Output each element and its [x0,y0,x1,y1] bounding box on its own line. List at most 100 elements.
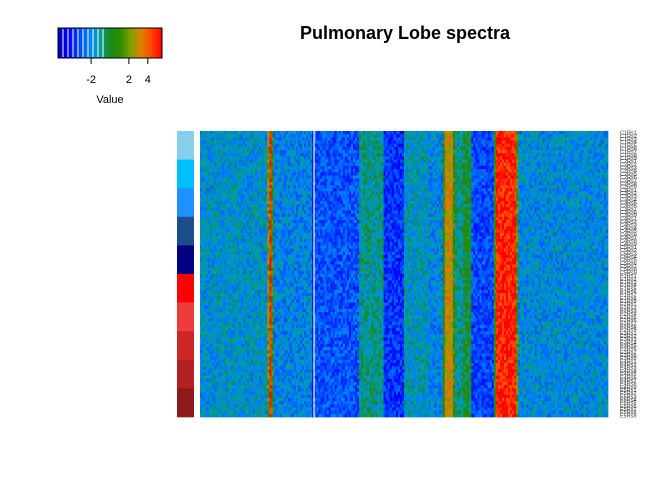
heatmap-cell [371,188,374,192]
heatmap-cell [442,137,446,141]
heatmap-cell [344,185,348,189]
heatmap-cell [557,197,560,202]
heatmap-cell [379,134,382,138]
heatmap-cell [218,200,221,205]
heatmap-cell [422,181,425,186]
heatmap-cell [324,156,327,160]
heatmap-cell [404,140,407,145]
heatmap-cell [342,162,346,167]
heatmap-cell [424,185,427,189]
heatmap-cell [316,200,319,205]
heatmap-cell [499,178,503,183]
heatmap-cell [452,134,456,138]
heatmap-cell [320,156,323,160]
heatmap-cell [383,156,386,160]
heatmap-cell [326,150,329,154]
heatmap-cell [312,159,315,164]
heatmap-cell [603,181,607,186]
heatmap-cell [306,137,309,141]
heatmap-cell [371,207,374,211]
heatmap-cell [591,137,595,141]
heatmap-cell [336,185,340,189]
heatmap-cell [563,146,566,151]
heatmap-cell [277,181,280,186]
heatmap-cell [334,159,338,164]
heatmap-cell [450,131,454,135]
heatmap-cell [200,140,203,145]
heatmap-cell [287,150,291,154]
heatmap-cell [302,188,305,192]
heatmap-cell [312,207,315,211]
heatmap-cell [353,140,356,145]
heatmap-cell [512,156,515,160]
heatmap-cell [481,165,484,170]
heatmap-cell [344,153,348,157]
heatmap-cell [324,197,327,202]
heatmap-cell [226,162,229,167]
heatmap-cell [544,165,548,170]
heatmap-cell [367,169,370,173]
heatmap-cell [234,140,238,145]
heatmap-cell [208,175,211,180]
heatmap-cell [361,137,364,141]
heatmap-cell [200,191,203,195]
heatmap-cell [246,204,250,208]
heatmap-cell [573,188,576,192]
heatmap-cell [246,194,250,199]
heatmap-cell [393,175,397,180]
heatmap-cell [605,156,609,160]
heatmap-cell [467,169,470,173]
heatmap-cell [520,153,523,157]
heatmap-cell [538,188,542,192]
heatmap-cell [344,188,348,192]
heatmap-cell [318,188,321,192]
heatmap-cell [279,185,282,189]
heatmap-cell [202,140,205,145]
heatmap-cell [577,197,580,202]
heatmap-cell [491,185,495,189]
heatmap-cell [467,153,470,157]
color-key-ticks: -2 2 4 [86,58,151,86]
heatmap-cell [395,207,399,211]
heatmap-cell [320,165,323,170]
color-key-bin [120,28,123,58]
heatmap-cell [410,165,413,170]
heatmap-cell [324,200,327,205]
heatmap-cell [516,140,519,145]
heatmap-cell [234,178,238,183]
heatmap-cell [338,143,342,148]
heatmap-cell [452,150,456,154]
heatmap-cell [416,181,419,186]
heatmap-cell [373,150,376,154]
heatmap-cell [267,172,270,176]
heatmap-cell [265,156,268,160]
heatmap-cell [206,172,209,176]
heatmap-cell [312,197,315,202]
heatmap-cell [257,207,260,211]
heatmap-cell [369,134,372,138]
heatmap-cell [222,175,225,180]
heatmap-cell [599,162,603,167]
heatmap-cell [373,200,376,205]
heatmap-cell [587,137,590,141]
heatmap-cell [499,204,503,208]
heatmap-cell [353,194,356,199]
heatmap-cell [446,175,450,180]
heatmap-cell [530,204,533,208]
heatmap-cell [605,131,609,135]
heatmap-cell [395,172,399,176]
heatmap-cell [581,131,584,135]
heatmap-cell [255,131,258,135]
heatmap-cell [361,172,364,176]
heatmap-cell [469,153,472,157]
heatmap-cell [273,207,276,211]
heatmap-cell [448,204,452,208]
heatmap-cell [389,191,393,195]
heatmap-cell [469,185,472,189]
heatmap-cell [563,159,566,164]
heatmap-cell [542,188,546,192]
heatmap-cell [367,175,370,180]
heatmap-cell [457,146,460,151]
heatmap-cell [328,162,331,167]
heatmap-cell [285,134,289,138]
